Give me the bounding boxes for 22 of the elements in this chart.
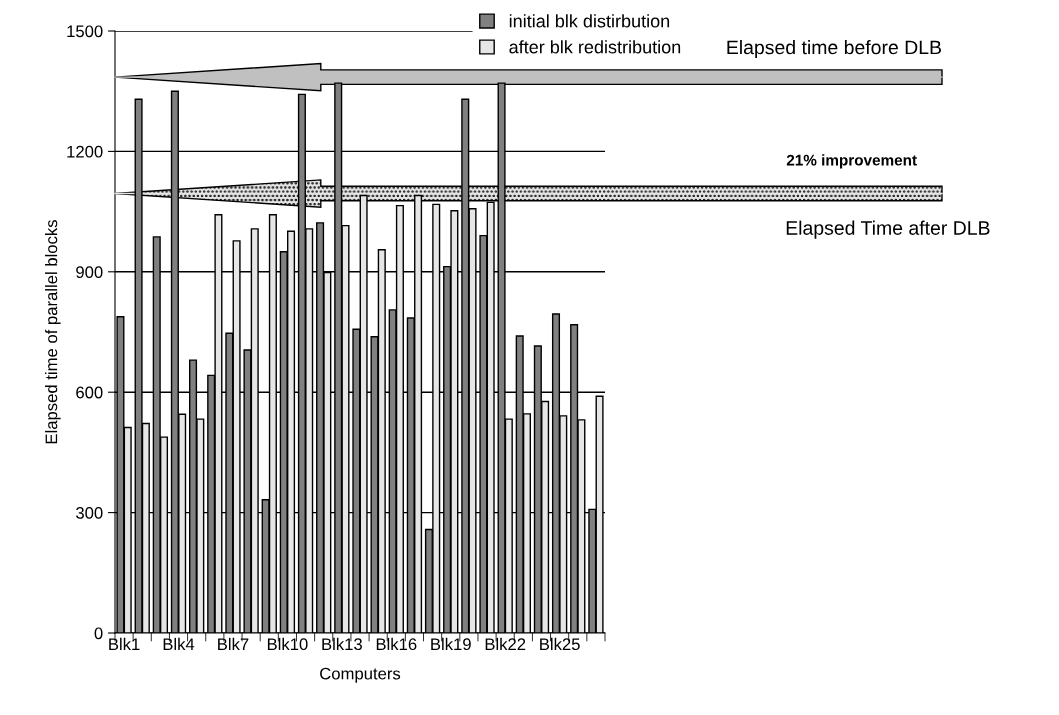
y-axis-title: Elapsed time of parallel blocks xyxy=(45,220,61,444)
ref-line-label: Elapsed time before DLB xyxy=(727,40,941,59)
y-tick-label: 1200 xyxy=(67,145,103,158)
x-tick-label: Blk22 xyxy=(485,637,526,650)
legend-label: initial blk distirbution xyxy=(509,14,670,28)
x-tick-label: Blk13 xyxy=(322,637,362,651)
y-tick-label: 1500 xyxy=(67,25,103,38)
x-tick-label: Blk7 xyxy=(218,637,249,650)
text: 21% improvement xyxy=(786,154,917,169)
x-tick-label: Blk1 xyxy=(109,637,140,650)
legend-label: after blk redistribution xyxy=(509,40,681,54)
x-tick-label: Blk16 xyxy=(376,637,417,651)
y-tick-label: 900 xyxy=(76,266,103,278)
x-tick-label: Blk19 xyxy=(431,637,471,651)
ref-line-label: Elapsed Time after DLB xyxy=(786,220,990,239)
x-axis-title: Computers xyxy=(320,667,401,683)
x-tick-label: Blk25 xyxy=(540,637,580,651)
y-tick-label: 300 xyxy=(76,507,103,519)
x-tick-label: Blk4 xyxy=(163,637,195,650)
y-tick-label: 600 xyxy=(76,386,103,399)
x-tick-label: Blk10 xyxy=(267,637,308,651)
y-tick-label: 0 xyxy=(94,627,103,640)
